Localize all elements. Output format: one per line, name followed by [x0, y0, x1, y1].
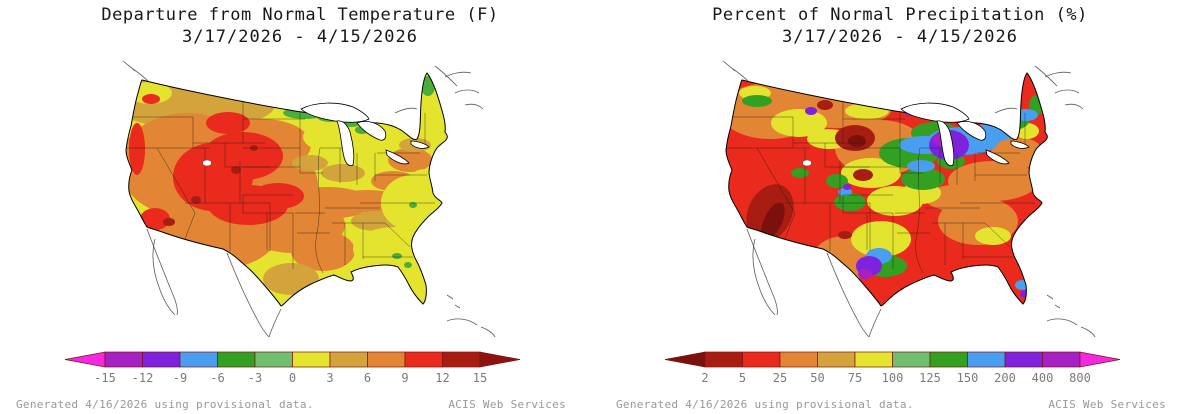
temperature-date-range: 3/17/2026 - 4/15/2026: [182, 27, 418, 47]
temperature-generated-note: Generated 4/16/2026 using provisional da…: [16, 398, 314, 411]
precipitation-colorbar-legend: 2 5 25 50 75 100 125 150 200 400 800: [664, 351, 1121, 385]
precipitation-generated-note: Generated 4/16/2026 using provisional da…: [616, 398, 914, 411]
precipitation-acis-credit: ACIS Web Services: [1048, 398, 1166, 411]
colorbar-tick-label: -3: [248, 371, 262, 385]
temperature-footer: Generated 4/16/2026 using provisional da…: [0, 398, 600, 411]
colorbar-tick-label: 50: [810, 371, 824, 385]
colorbar-tick-label: -15: [94, 371, 116, 385]
temperature-us-map: [122, 60, 496, 338]
temperature-map-panel: Departure from Normal Temperature (F) 3/…: [0, 4, 600, 411]
colorbar-tick-label: 9: [401, 371, 408, 385]
colorbar-tick-label: 800: [1069, 371, 1091, 385]
colorbar-tick-label: -9: [173, 371, 187, 385]
colorbar-tick-label: 2: [701, 371, 708, 385]
colorbar-tick-label: 200: [994, 371, 1016, 385]
colorbar-tick-label: 25: [773, 371, 787, 385]
precipitation-date-range: 3/17/2026 - 4/15/2026: [782, 27, 1018, 47]
colorbar-tick-label: 6: [364, 371, 371, 385]
colorbar-tick-label: 5: [739, 371, 746, 385]
colorbar-tick-label: 0: [289, 371, 296, 385]
colorbar-tick-label: 15: [473, 371, 487, 385]
precipitation-map-title: Percent of Normal Precipitation (%): [712, 5, 1088, 25]
precipitation-map-panel: Percent of Normal Precipitation (%) 3/17…: [600, 0, 1200, 414]
temperature-map-title: Departure from Normal Temperature (F): [101, 5, 499, 25]
precipitation-footer: Generated 4/16/2026 using provisional da…: [600, 398, 1200, 411]
colorbar-tick-label: -6: [210, 371, 224, 385]
colorbar-tick-label: 3: [326, 371, 333, 385]
precipitation-titles: Percent of Normal Precipitation (%) 3/17…: [600, 4, 1200, 48]
colorbar-tick-label: 75: [848, 371, 862, 385]
temperature-colorbar-legend: -15 -12 -9 -6 -3 0 3 6 9 12 15: [64, 351, 521, 385]
temperature-titles: Departure from Normal Temperature (F) 3/…: [0, 4, 600, 48]
colorbar-tick-label: 12: [435, 371, 449, 385]
colorbar-tick-label: 400: [1032, 371, 1054, 385]
colorbar-tick-label: 150: [957, 371, 979, 385]
precipitation-us-map: [722, 60, 1096, 338]
temperature-acis-credit: ACIS Web Services: [448, 398, 566, 411]
colorbar-tick-label: -12: [132, 371, 154, 385]
colorbar-tick-label: 100: [882, 371, 904, 385]
colorbar-tick-label: 125: [919, 371, 941, 385]
